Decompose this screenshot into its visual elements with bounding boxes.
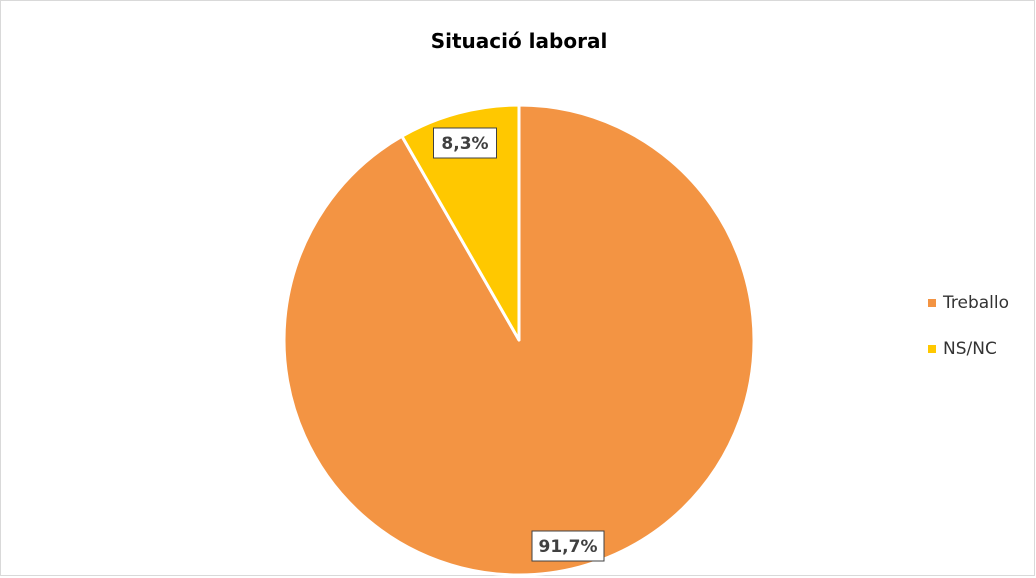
- data-label-box: [433, 127, 497, 159]
- data-label-nsnc: 8,3%: [433, 127, 497, 159]
- legend-swatch-treballo: [928, 299, 936, 307]
- legend-swatch-nsnc: [928, 345, 936, 353]
- legend-item-treballo: Treballo: [928, 290, 1009, 316]
- data-label-text: 8,3%: [441, 134, 488, 154]
- pie-slice-nsnc: [400, 103, 521, 342]
- legend-item-nsnc: NS/NC: [928, 336, 1009, 362]
- chart-title: Situació laboral: [430, 29, 608, 53]
- data-label-box: [531, 530, 605, 562]
- data-label-treballo: 91,7%: [531, 530, 605, 562]
- legend: Treballo NS/NC: [928, 290, 1009, 382]
- data-label-text: 91,7%: [539, 537, 598, 557]
- legend-label-treballo: Treballo: [943, 293, 1010, 313]
- legend-label-nsnc: NS/NC: [943, 339, 997, 359]
